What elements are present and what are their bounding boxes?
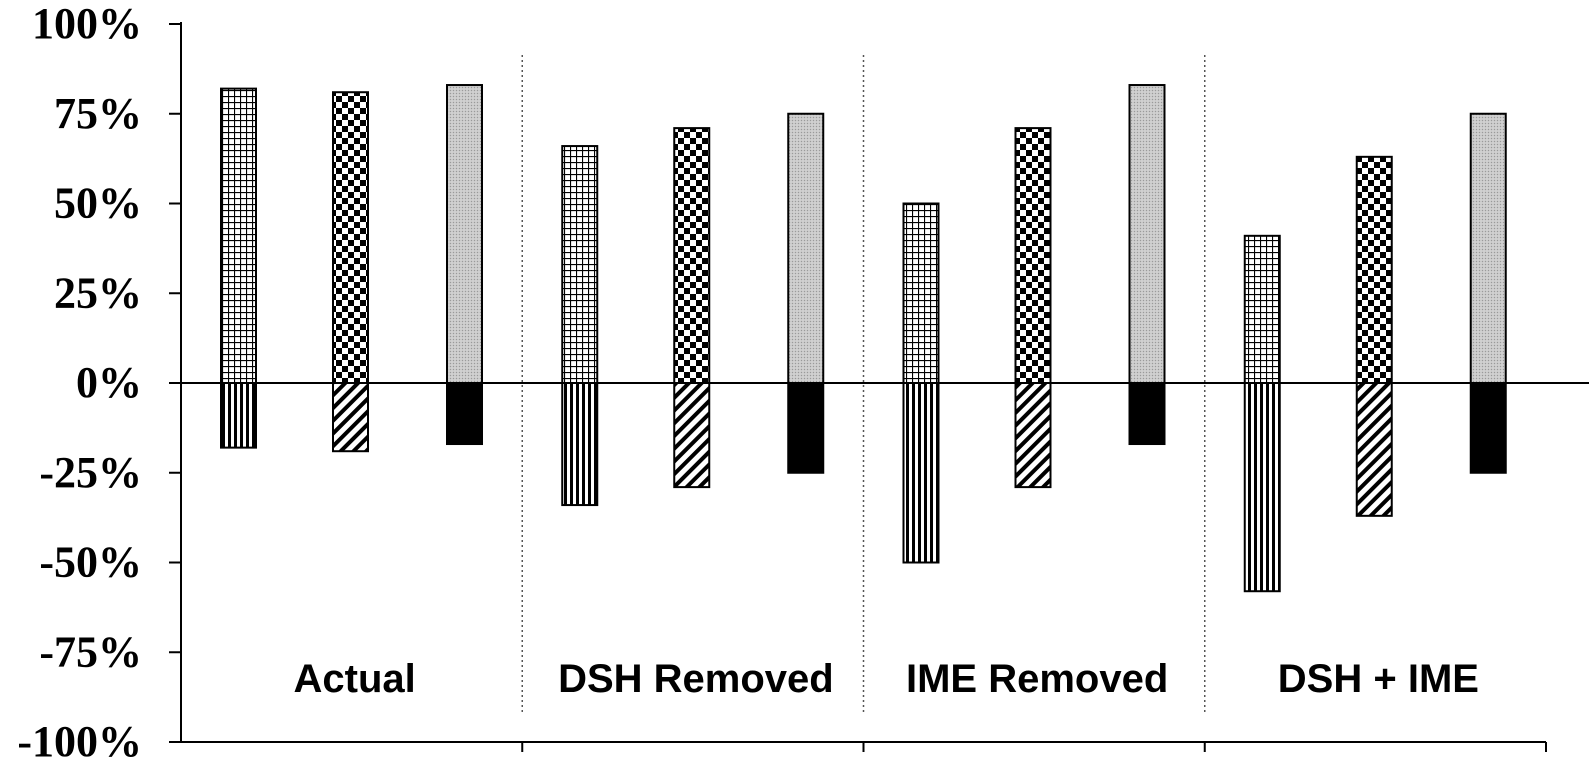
- bar-grid: [561, 145, 599, 384]
- group-label: IME Removed: [906, 657, 1168, 701]
- bar-gray: [446, 84, 483, 384]
- group-label: DSH + IME: [1278, 657, 1479, 701]
- bars: [220, 84, 1507, 593]
- bar-diagonal-stripes: [332, 382, 369, 453]
- group-labels: Actual DSH Removed IME Removed DSH + IME: [294, 657, 1479, 701]
- y-tick-label: -75%: [39, 627, 142, 676]
- y-tick-label: 0%: [76, 358, 142, 407]
- bar-checker: [1355, 155, 1393, 384]
- bar-solid-black: [1128, 382, 1166, 446]
- bar-vertical-stripes: [1243, 382, 1281, 593]
- bar-gray: [1469, 112, 1507, 384]
- bar-grid: [902, 202, 940, 384]
- y-tick-label: 75%: [54, 89, 142, 138]
- bar-checker: [1014, 127, 1052, 384]
- y-axis-ticks: 100% 75% 50% 25% 0% -25% -50% -75% -100%: [17, 0, 181, 766]
- bar-gray: [1128, 84, 1166, 384]
- y-tick-label: -25%: [39, 448, 142, 497]
- y-tick-label: -50%: [39, 538, 142, 587]
- bar-grid: [220, 87, 257, 385]
- bar-diagonal-stripes: [1014, 382, 1052, 489]
- bar-diagonal-stripes: [673, 382, 711, 489]
- bar-solid-black: [446, 382, 483, 446]
- y-tick-label: -100%: [17, 717, 142, 766]
- x-axis-ticks: [521, 742, 1547, 752]
- y-tick-label: 50%: [54, 179, 142, 228]
- group-label: DSH Removed: [558, 657, 834, 701]
- bar-vertical-stripes: [561, 382, 599, 507]
- bar-solid-black: [1469, 382, 1507, 474]
- bar-diagonal-stripes: [1355, 382, 1393, 517]
- group-label: Actual: [294, 657, 416, 701]
- bar-vertical-stripes: [902, 382, 940, 564]
- bar-grid: [1243, 234, 1281, 384]
- bar-solid-black: [787, 382, 825, 474]
- y-tick-label: 25%: [54, 268, 142, 317]
- y-tick-label: 100%: [32, 0, 142, 48]
- bar-checker: [673, 127, 711, 384]
- bar-checker: [332, 91, 369, 385]
- bar-vertical-stripes: [220, 382, 257, 449]
- bar-gray: [787, 112, 825, 384]
